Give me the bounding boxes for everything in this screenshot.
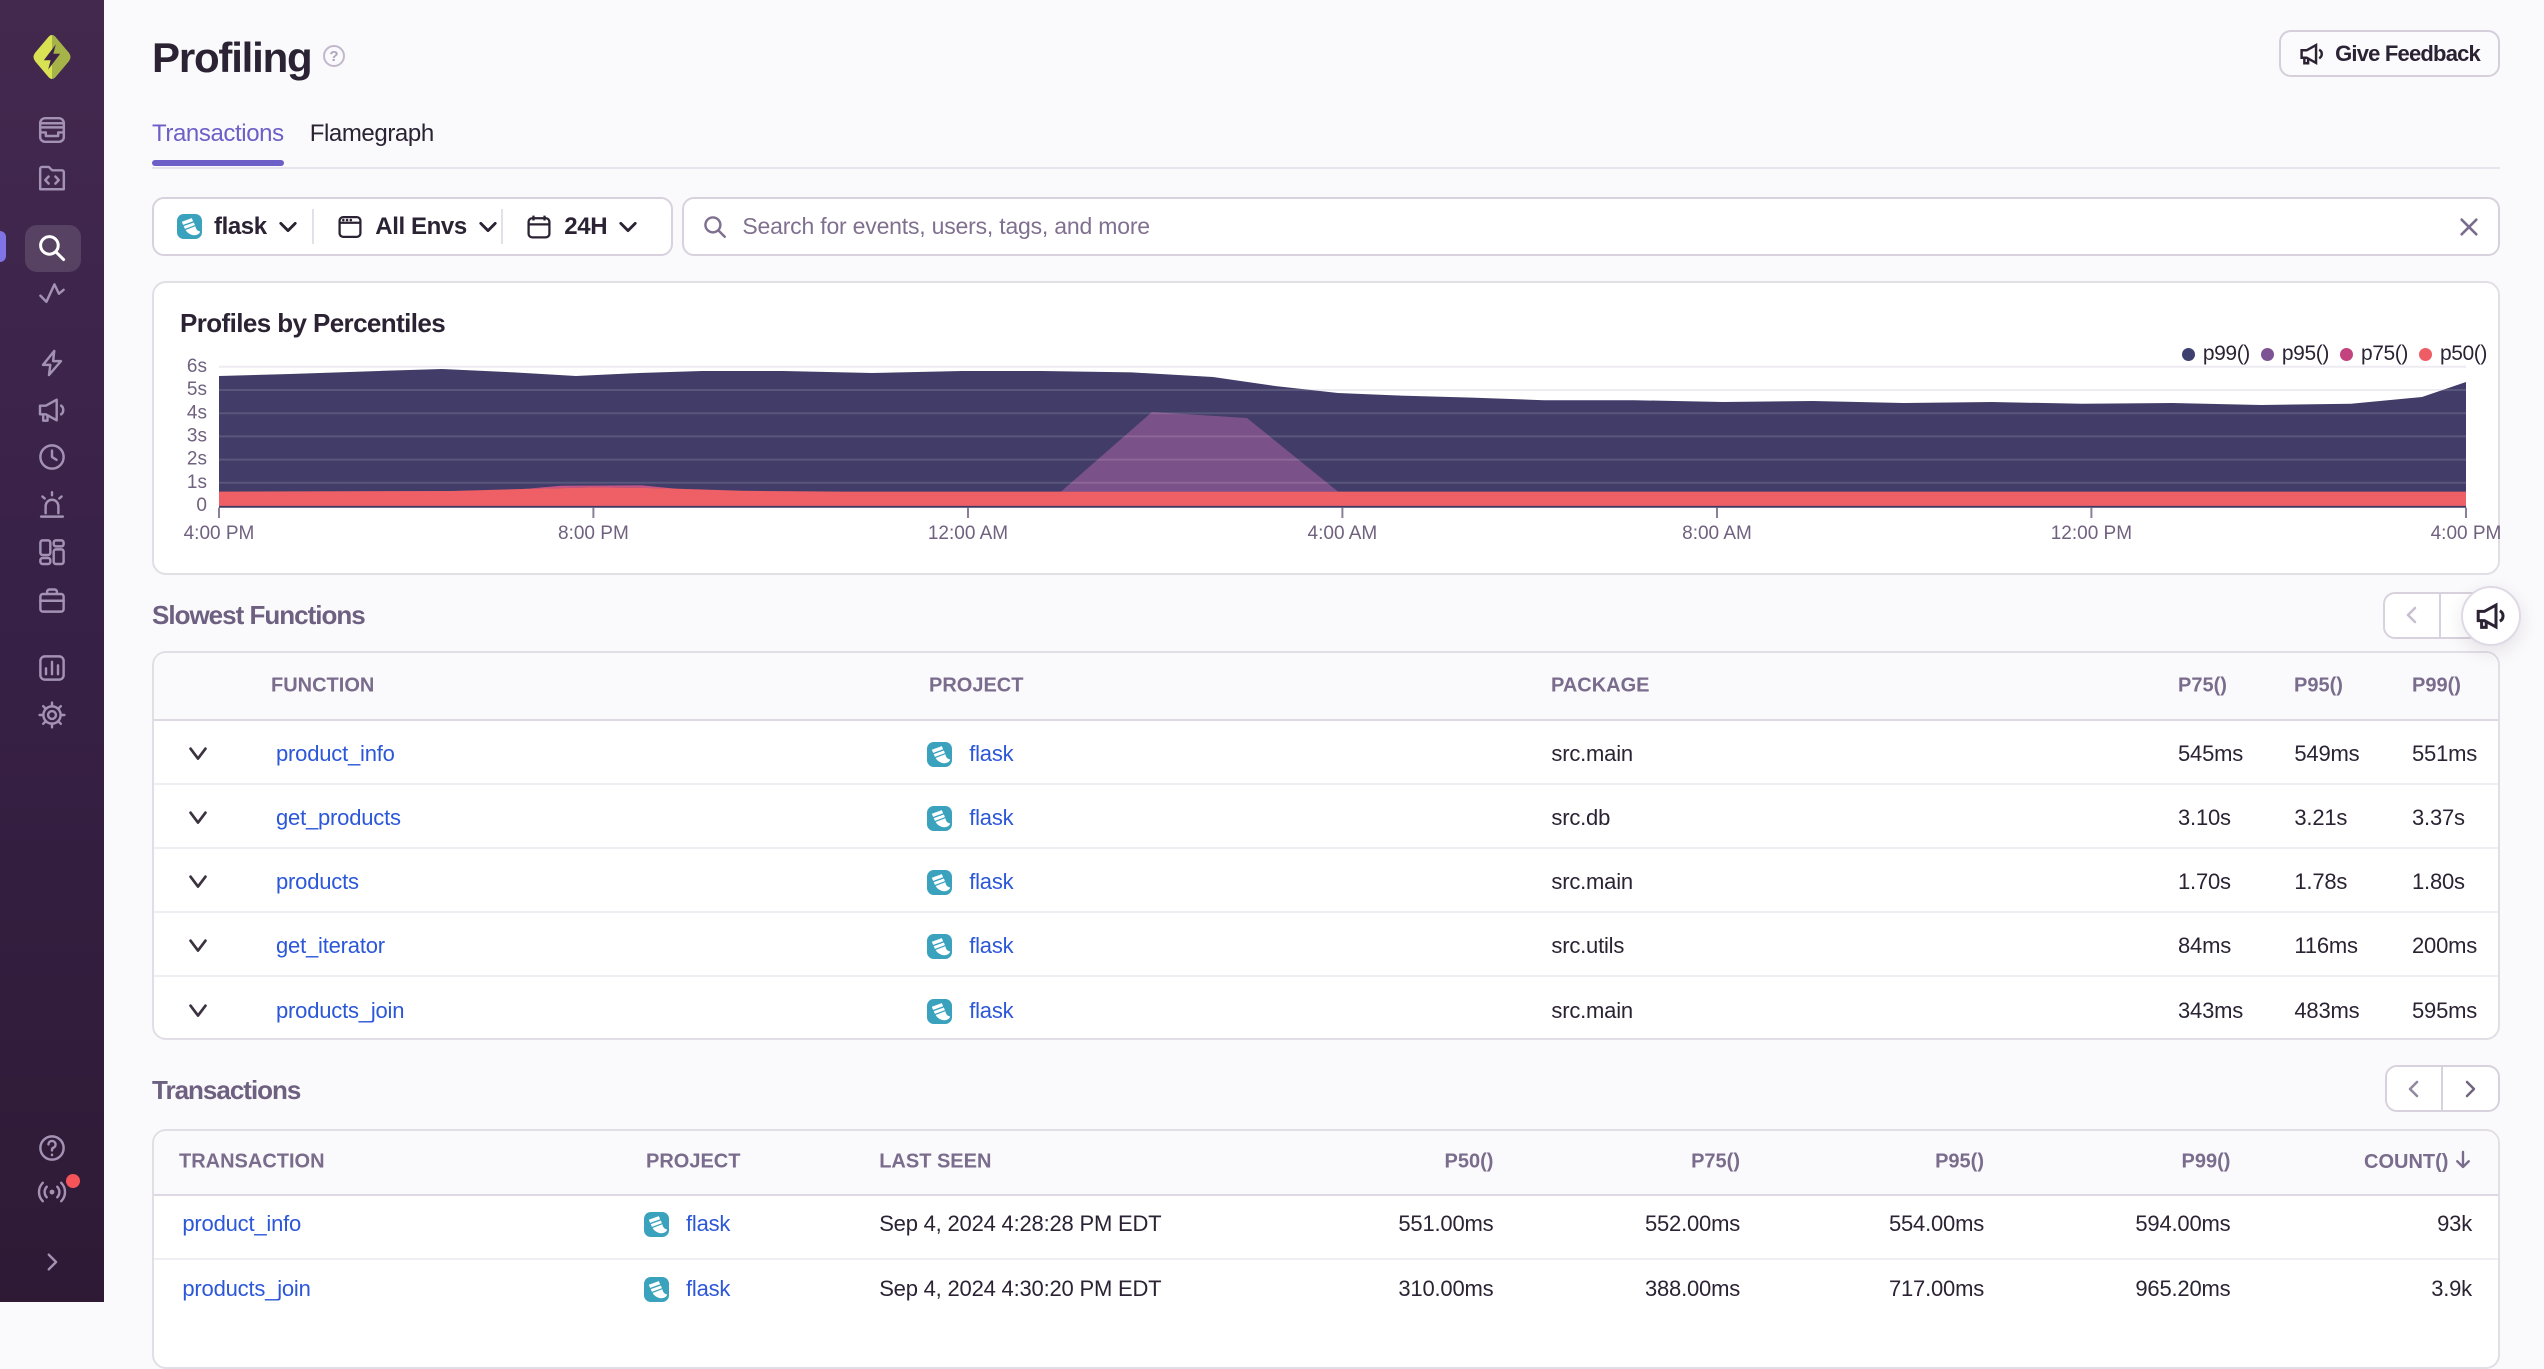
svg-text:6s: 6s bbox=[187, 355, 207, 376]
svg-text:3s: 3s bbox=[187, 425, 207, 446]
svg-text:2s: 2s bbox=[187, 448, 207, 469]
svg-text:0: 0 bbox=[196, 495, 207, 516]
svg-text:12:00 PM: 12:00 PM bbox=[2051, 522, 2132, 543]
svg-text:5s: 5s bbox=[187, 379, 207, 400]
svg-text:8:00 AM: 8:00 AM bbox=[1682, 522, 1752, 543]
svg-text:12:00 AM: 12:00 AM bbox=[928, 522, 1008, 543]
svg-text:1s: 1s bbox=[187, 471, 207, 492]
svg-text:4:00 PM: 4:00 PM bbox=[184, 522, 255, 543]
svg-text:4s: 4s bbox=[187, 402, 207, 423]
svg-text:8:00 PM: 8:00 PM bbox=[558, 522, 629, 543]
svg-text:4:00 PM: 4:00 PM bbox=[2431, 522, 2502, 543]
svg-text:4:00 AM: 4:00 AM bbox=[1308, 522, 1378, 543]
